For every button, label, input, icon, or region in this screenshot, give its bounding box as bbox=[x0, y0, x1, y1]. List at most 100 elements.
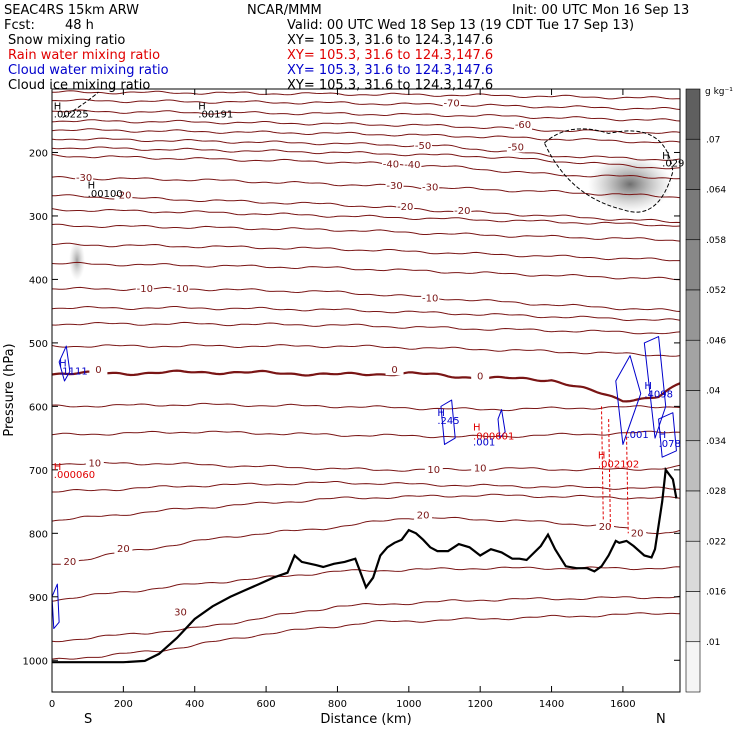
isotherm-label-bg bbox=[114, 543, 133, 555]
isotherm-minor-13 bbox=[52, 146, 680, 170]
colorbar-level-label: .022 bbox=[706, 537, 726, 547]
colorbar-unit: g kg⁻¹ bbox=[705, 87, 733, 97]
isotherm-label-bg bbox=[85, 457, 104, 469]
isotherm-minor-7 bbox=[52, 321, 680, 335]
colorbar-level-label: .046 bbox=[706, 336, 726, 346]
isotherm-label-bg bbox=[60, 555, 79, 567]
y-tick-label: 600 bbox=[29, 402, 48, 413]
isotherm-label-bg bbox=[135, 282, 154, 294]
extremum-label: .4098 bbox=[644, 389, 673, 400]
colorbar-level-label: .034 bbox=[706, 437, 726, 447]
isotherm--50 bbox=[52, 137, 680, 161]
extremum-label: .245 bbox=[437, 416, 459, 427]
colorbar-box bbox=[685, 289, 701, 341]
cloud-water-contour-1 bbox=[440, 399, 456, 445]
isotherm-label-bg bbox=[89, 364, 108, 376]
isotherm-minor-1 bbox=[52, 566, 680, 602]
extremum-label: .001 bbox=[473, 438, 495, 449]
isotherm-minor-9 bbox=[52, 261, 680, 281]
extremum-label: .001 bbox=[626, 430, 648, 441]
colorbar-level-label: .07 bbox=[706, 135, 720, 145]
terrain-line bbox=[52, 466, 678, 664]
isotherm-label-bg bbox=[414, 509, 433, 521]
extremum-label: .002102 bbox=[598, 459, 639, 470]
isotherm-label--40: -40 bbox=[383, 160, 399, 171]
y-tick-label: 300 bbox=[29, 212, 48, 223]
ice-contour bbox=[543, 128, 674, 213]
field-ice-xy: XY= 105.3, 31.6 to 124.3,147.6 bbox=[287, 78, 493, 93]
isotherm-label--30: -30 bbox=[76, 173, 92, 184]
isotherm--70 bbox=[52, 98, 680, 111]
fcst-label: Fcst: bbox=[4, 18, 35, 33]
extremum-label: H bbox=[198, 101, 206, 112]
isotherm-label-10: 10 bbox=[427, 465, 440, 476]
colorbar-box bbox=[685, 138, 701, 190]
isotherm-label-20: 20 bbox=[117, 544, 130, 555]
isotherm-label--20: -20 bbox=[454, 206, 470, 217]
isotherm-label--20: -20 bbox=[115, 191, 131, 202]
extremum-label: H bbox=[54, 462, 62, 473]
colorbar-box bbox=[685, 490, 701, 542]
extremum-label: .000601 bbox=[473, 431, 514, 442]
isotherm-label-0: 0 bbox=[391, 365, 397, 376]
isotherm-label-10: 10 bbox=[474, 464, 487, 475]
colorbar-box bbox=[685, 641, 701, 693]
x-tick-label: 400 bbox=[185, 699, 204, 710]
isotherm-label-bg bbox=[471, 370, 490, 382]
x-tick-label: 1400 bbox=[539, 699, 564, 710]
x-end-south: S bbox=[84, 712, 92, 727]
x-tick-label: 200 bbox=[114, 699, 133, 710]
colorbar-level-label: .052 bbox=[706, 286, 726, 296]
isotherm-label-bg bbox=[421, 181, 440, 193]
isotherm-label--50: -50 bbox=[415, 141, 431, 152]
isotherm-minor-5 bbox=[52, 402, 680, 412]
cloud-water-contour-0 bbox=[58, 345, 71, 382]
cloud-water-contour-5 bbox=[658, 412, 677, 458]
isotherm-minor-8 bbox=[52, 305, 680, 322]
isotherm-label-bg bbox=[442, 97, 461, 109]
x-tick-label: 1200 bbox=[467, 699, 492, 710]
org-title: NCAR/MMM bbox=[247, 3, 322, 18]
extremum-label: .00225 bbox=[54, 110, 89, 121]
isotherm-label--60: -60 bbox=[515, 120, 531, 131]
extremum-label: .00191 bbox=[198, 110, 233, 121]
extremum-label: .00100 bbox=[88, 189, 123, 200]
isotherm-label-bg bbox=[171, 282, 190, 294]
ice-contour-left bbox=[62, 91, 99, 118]
isotherm--20 bbox=[52, 194, 680, 224]
rain-contour-0 bbox=[601, 406, 604, 521]
isotherm-label-bg bbox=[514, 119, 532, 131]
y-tick-label: 500 bbox=[29, 339, 48, 350]
colorbar-level-label: .028 bbox=[706, 487, 726, 497]
rain-contour-1 bbox=[608, 419, 611, 527]
y-tick-label: 1000 bbox=[23, 656, 48, 667]
isotherm-label-bg bbox=[424, 463, 443, 475]
extremum-label: H bbox=[659, 430, 667, 441]
isotherm-label-bg bbox=[506, 141, 525, 153]
extremum-label: H bbox=[644, 381, 652, 392]
isotherm-label--10: -10 bbox=[422, 293, 438, 304]
isotherm-label--50: -50 bbox=[508, 142, 524, 153]
snow-shading-1 bbox=[588, 156, 673, 213]
isotherm-label-30: 30 bbox=[174, 608, 187, 619]
isotherm-label--30: -30 bbox=[386, 181, 402, 192]
isotherm-label-bg bbox=[628, 527, 647, 539]
isotherm-label--10: -10 bbox=[172, 284, 188, 295]
isotherm-30 bbox=[52, 612, 680, 660]
isotherm-label-bg bbox=[114, 189, 133, 201]
isotherm-minor-0 bbox=[52, 595, 680, 643]
y-tick-label: 400 bbox=[29, 275, 48, 286]
y-tick-label: 900 bbox=[29, 593, 48, 604]
colorbar-box bbox=[685, 239, 701, 291]
isotherm-label-bg bbox=[396, 201, 415, 213]
isotherm-label-bg bbox=[453, 204, 472, 216]
isotherm-label-bg bbox=[596, 520, 615, 532]
extremum-label: H bbox=[598, 450, 606, 461]
y-tick-label: 800 bbox=[29, 529, 48, 540]
extremum-label: .000060 bbox=[54, 470, 95, 481]
isotherm-minor-3 bbox=[52, 481, 680, 493]
cloud-water-contour-3 bbox=[615, 355, 642, 445]
y-axis-label: Pressure (hPa) bbox=[2, 343, 17, 436]
isotherm-label-0: 0 bbox=[477, 372, 483, 383]
colorbar-box bbox=[685, 88, 701, 140]
